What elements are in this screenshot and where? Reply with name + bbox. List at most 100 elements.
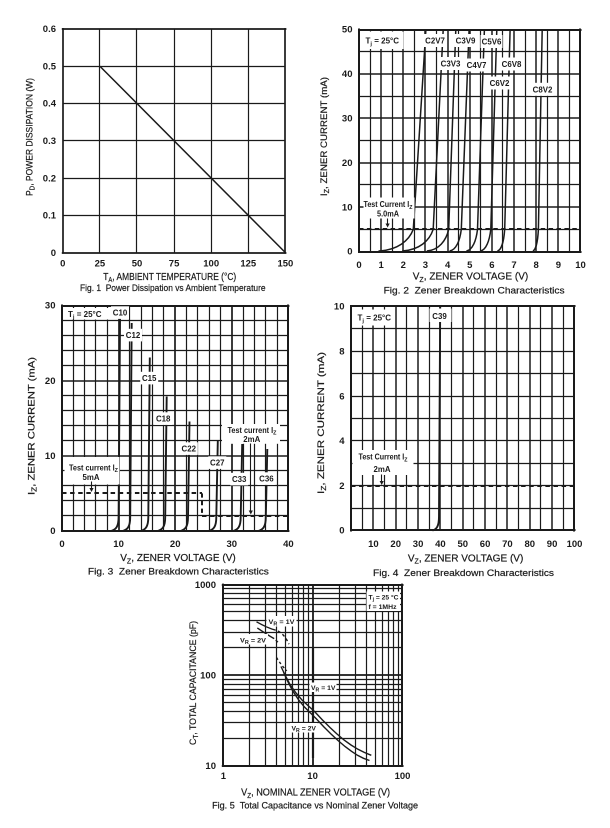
- svg-text:VR = 2V: VR = 2V: [240, 637, 267, 646]
- svg-text:30: 30: [227, 539, 238, 550]
- svg-text:C6V2: C6V2: [490, 79, 510, 88]
- svg-text:Fig. 3 Zener Breakdown Charac: Fig. 3 Zener Breakdown Characteristics: [88, 566, 269, 576]
- svg-text:40: 40: [435, 539, 446, 550]
- svg-text:10: 10: [307, 771, 318, 782]
- svg-text:2mA: 2mA: [243, 435, 260, 444]
- svg-text:C27: C27: [210, 459, 225, 468]
- svg-text:Fig. 5 Total Capacitance vs N: Fig. 5 Total Capacitance vs Nominal Zene…: [212, 801, 418, 811]
- svg-text:20: 20: [342, 158, 353, 169]
- svg-text:10: 10: [205, 761, 216, 772]
- svg-text:5mA: 5mA: [83, 473, 100, 482]
- svg-text:50: 50: [132, 259, 143, 270]
- svg-text:0: 0: [347, 247, 352, 258]
- svg-text:2: 2: [339, 481, 344, 492]
- svg-text:125: 125: [240, 259, 257, 270]
- svg-text:10: 10: [113, 539, 124, 550]
- svg-text:100: 100: [395, 771, 411, 782]
- svg-text:IZ, ZENER CURRENT (mA): IZ, ZENER CURRENT (mA): [319, 77, 331, 196]
- svg-text:40: 40: [342, 69, 353, 80]
- svg-text:10: 10: [45, 451, 56, 462]
- svg-text:10: 10: [368, 539, 379, 550]
- svg-text:0.1: 0.1: [43, 211, 57, 222]
- svg-text:C4V7: C4V7: [467, 61, 487, 70]
- svg-text:VZ, NOMINAL ZENER VOLTAGE (V): VZ, NOMINAL ZENER VOLTAGE (V): [241, 788, 390, 800]
- svg-text:C3V3: C3V3: [441, 60, 461, 69]
- svg-text:50: 50: [458, 539, 469, 550]
- svg-text:1: 1: [378, 260, 384, 271]
- svg-text:IZ, ZENER CURRENT (mA): IZ, ZENER CURRENT (mA): [316, 352, 328, 494]
- svg-text:40: 40: [283, 539, 294, 550]
- svg-text:9: 9: [556, 260, 561, 271]
- svg-text:2: 2: [401, 260, 406, 271]
- svg-text:0: 0: [339, 526, 344, 537]
- svg-text:2mA: 2mA: [374, 465, 391, 474]
- svg-text:150: 150: [277, 259, 293, 270]
- svg-text:0: 0: [60, 259, 65, 270]
- svg-text:C3V9: C3V9: [456, 37, 476, 46]
- svg-text:Tj = 25 °C: Tj = 25 °C: [369, 594, 399, 604]
- svg-text:0.4: 0.4: [43, 99, 57, 110]
- svg-text:100: 100: [200, 671, 216, 682]
- svg-text:30: 30: [45, 301, 56, 312]
- svg-text:TA, AMBIENT TEMPERATURE (°C): TA, AMBIENT TEMPERATURE (°C): [103, 272, 236, 284]
- svg-text:C2V7: C2V7: [425, 37, 445, 46]
- svg-text:100: 100: [567, 539, 583, 550]
- svg-text:Test Current IZ: Test Current IZ: [359, 453, 408, 464]
- svg-text:Test current IZ: Test current IZ: [228, 426, 277, 437]
- svg-text:0: 0: [59, 539, 64, 550]
- svg-text:C10: C10: [113, 309, 128, 318]
- svg-text:90: 90: [547, 539, 558, 550]
- svg-text:1: 1: [221, 771, 227, 782]
- svg-text:VZ, ZENER VOLTAGE (V): VZ, ZENER VOLTAGE (V): [408, 554, 524, 566]
- svg-text:30: 30: [342, 114, 353, 125]
- svg-text:VR = 2V: VR = 2V: [292, 726, 317, 735]
- svg-text:7: 7: [511, 260, 516, 271]
- svg-text:Fig. 2 Zener Breakdown Charac: Fig. 2 Zener Breakdown Characteristics: [384, 286, 565, 296]
- svg-text:C6V8: C6V8: [502, 60, 522, 69]
- svg-text:0.2: 0.2: [43, 173, 56, 184]
- svg-text:50: 50: [342, 25, 353, 36]
- svg-text:25: 25: [95, 259, 106, 270]
- svg-text:C15: C15: [142, 374, 157, 383]
- svg-text:Test current IZ: Test current IZ: [69, 463, 118, 474]
- svg-text:0: 0: [50, 526, 55, 537]
- svg-text:C5V6: C5V6: [482, 38, 502, 47]
- svg-text:20: 20: [45, 376, 56, 387]
- svg-text:Tj = 25°C: Tj = 25°C: [68, 310, 102, 321]
- svg-text:PD, POWER DISSIPATION (W): PD, POWER DISSIPATION (W): [25, 78, 37, 196]
- svg-text:Fig. 1 Power Dissipation vs A: Fig. 1 Power Dissipation vs Ambient Temp…: [80, 283, 266, 293]
- svg-text:Tj = 25°C: Tj = 25°C: [358, 314, 392, 325]
- svg-text:0: 0: [51, 248, 56, 259]
- svg-text:0.6: 0.6: [43, 24, 56, 35]
- svg-text:5: 5: [467, 260, 473, 271]
- svg-text:C12: C12: [126, 331, 141, 340]
- svg-text:0: 0: [356, 260, 361, 271]
- svg-text:f = 1MHz: f = 1MHz: [369, 604, 398, 611]
- svg-text:30: 30: [413, 539, 424, 550]
- svg-text:CT, TOTAL CAPACITANCE (pF): CT, TOTAL CAPACITANCE (pF): [188, 621, 200, 745]
- svg-text:10: 10: [334, 302, 345, 313]
- svg-text:80: 80: [525, 539, 536, 550]
- svg-text:C36: C36: [259, 475, 274, 484]
- svg-text:10: 10: [342, 202, 353, 213]
- svg-text:0.3: 0.3: [43, 136, 56, 147]
- svg-text:C8V2: C8V2: [533, 85, 553, 94]
- svg-text:75: 75: [169, 259, 180, 270]
- svg-text:6: 6: [339, 391, 344, 402]
- svg-text:8: 8: [534, 260, 539, 271]
- svg-text:5.0mA: 5.0mA: [377, 210, 399, 219]
- svg-text:C22: C22: [182, 445, 197, 454]
- svg-text:Fig. 4 Zener Breakdown Charac: Fig. 4 Zener Breakdown Characteristics: [373, 568, 554, 578]
- svg-text:1000: 1000: [195, 580, 216, 591]
- svg-text:IZ, ZENER CURRENT (mA): IZ, ZENER CURRENT (mA): [27, 357, 39, 495]
- svg-text:10: 10: [575, 260, 586, 271]
- svg-text:VR = 1V: VR = 1V: [311, 685, 336, 694]
- svg-text:8: 8: [339, 347, 344, 358]
- svg-text:VZ, ZENER VOLTAGE (V): VZ, ZENER VOLTAGE (V): [413, 272, 529, 284]
- svg-text:3: 3: [423, 260, 428, 271]
- svg-text:Test Current IZ: Test Current IZ: [364, 200, 413, 211]
- svg-text:70: 70: [502, 539, 513, 550]
- svg-text:20: 20: [170, 539, 181, 550]
- svg-text:60: 60: [480, 539, 491, 550]
- svg-text:6: 6: [489, 260, 494, 271]
